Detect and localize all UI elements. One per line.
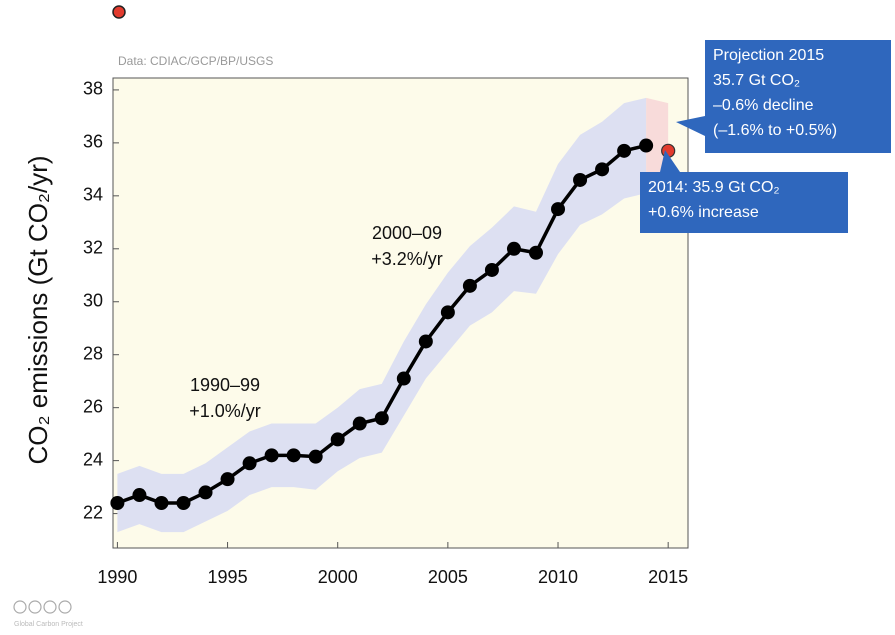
y-tick-label: 34: [83, 185, 103, 205]
annotation: +3.2%/yr: [371, 249, 443, 269]
data-point: [418, 334, 433, 349]
data-point: [132, 488, 147, 503]
data-point: [595, 162, 610, 177]
data-point: [551, 202, 566, 217]
y-tick-label: 28: [83, 343, 103, 363]
y-tick-label: 38: [83, 79, 103, 99]
callout-text: Projection 2015: [713, 47, 824, 64]
uncertainty-band: [117, 97, 647, 533]
annotation: +1.0%/yr: [189, 401, 261, 421]
cc-icons: [13, 600, 72, 614]
x-tick-label: 1995: [208, 567, 248, 587]
data-point: [352, 416, 367, 431]
data-point: [110, 495, 125, 510]
data-point: [220, 472, 235, 487]
callout-box: [705, 40, 891, 153]
data-point: [374, 411, 389, 426]
x-tick-label: 2015: [648, 567, 688, 587]
data-point: [506, 241, 521, 256]
data-point: [440, 305, 455, 320]
y-tick-label: 22: [83, 502, 103, 522]
x-tick-label: 1990: [97, 567, 137, 587]
callout-box: [640, 172, 848, 233]
legend-dot: [112, 5, 126, 19]
callout-text: 35.7 Gt CO₂: [713, 72, 800, 89]
y-tick-label: 32: [83, 238, 103, 258]
y-tick-label: 36: [83, 132, 103, 152]
data-point: [198, 485, 213, 500]
source: Data: CDIAC/GCP/BP/USGS: [118, 54, 273, 68]
callout-text: –0.6% decline: [713, 97, 814, 114]
x-tick-label: 2005: [428, 567, 468, 587]
data-point: [528, 245, 543, 260]
data-point: [462, 278, 477, 293]
data-point: [396, 371, 411, 386]
callout-pointer: [676, 116, 705, 136]
y-tick-label: 26: [83, 396, 103, 416]
data-point: [484, 262, 499, 277]
data-point: [617, 143, 632, 158]
callout-pointer: [660, 150, 680, 172]
callout-text: (–1.6% to +0.5%): [713, 122, 837, 139]
y-tick-label: 30: [83, 290, 103, 310]
data-point: [639, 138, 654, 153]
credit: Global Carbon Project: [14, 621, 83, 628]
x-tick-label: 2010: [538, 567, 578, 587]
y-axis-label: CO₂ emissions (Gt CO₂/yr): [23, 155, 53, 464]
callout-text: +0.6% increase: [648, 204, 759, 221]
data-point: [330, 432, 345, 447]
annotation: 1990–99: [190, 375, 260, 395]
data-point: [573, 172, 588, 187]
y-tick-label: 24: [83, 449, 103, 469]
data-point: [176, 495, 191, 510]
data-point: [308, 449, 323, 464]
callout-text: 2014: 35.9 Gt CO₂: [648, 179, 780, 196]
annotation: 2000–09: [372, 223, 442, 243]
data-point: [154, 495, 169, 510]
data-point: [264, 448, 279, 463]
data-point: [242, 456, 257, 471]
data-point: [286, 448, 301, 463]
x-tick-label: 2000: [318, 567, 358, 587]
